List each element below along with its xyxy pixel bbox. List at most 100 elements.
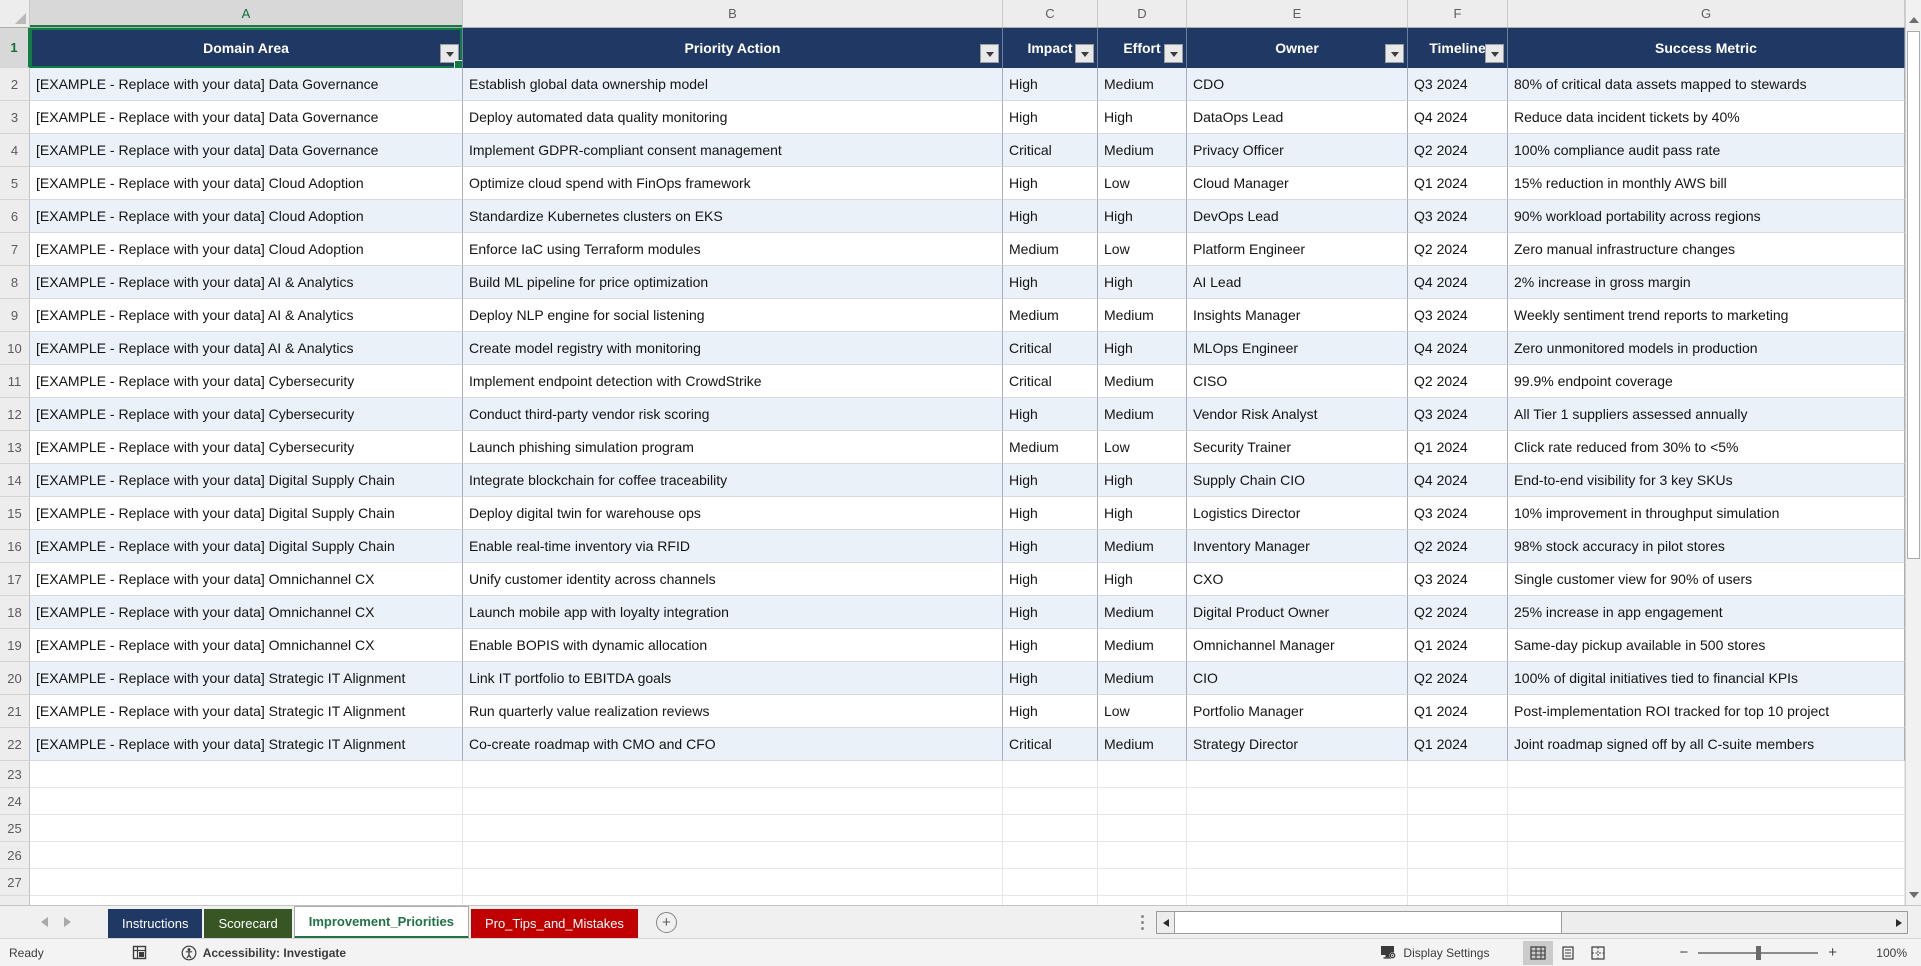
empty-cell[interactable] xyxy=(463,869,1003,896)
cell[interactable]: [EXAMPLE - Replace with your data] Cyber… xyxy=(30,431,463,464)
cell[interactable]: Deploy NLP engine for social listening xyxy=(463,299,1003,332)
cell[interactable]: Privacy Officer xyxy=(1187,134,1408,167)
empty-cell[interactable] xyxy=(1098,788,1187,815)
horizontal-scrollbar[interactable] xyxy=(1156,911,1908,934)
cell[interactable]: High xyxy=(1003,629,1098,662)
tab-scrollbar-splitter[interactable] xyxy=(1141,915,1144,930)
cell[interactable]: [EXAMPLE - Replace with your data] AI & … xyxy=(30,299,463,332)
column-header-cell-priority-action[interactable]: Priority Action xyxy=(463,28,1003,68)
empty-cell[interactable] xyxy=(463,896,1003,905)
cell[interactable]: Enforce IaC using Terraform modules xyxy=(463,233,1003,266)
empty-cell[interactable] xyxy=(30,842,463,869)
cell[interactable]: [EXAMPLE - Replace with your data] Cyber… xyxy=(30,398,463,431)
cell[interactable]: End-to-end visibility for 3 key SKUs xyxy=(1508,464,1905,497)
cell[interactable]: Click rate reduced from 30% to <5% xyxy=(1508,431,1905,464)
cell[interactable]: High xyxy=(1003,563,1098,596)
cell[interactable]: [EXAMPLE - Replace with your data] Digit… xyxy=(30,497,463,530)
scroll-left-button[interactable] xyxy=(1157,912,1174,933)
empty-cell[interactable] xyxy=(1508,788,1905,815)
cell[interactable]: [EXAMPLE - Replace with your data] Omnic… xyxy=(30,629,463,662)
cell[interactable]: High xyxy=(1003,662,1098,695)
cell[interactable]: [EXAMPLE - Replace with your data] AI & … xyxy=(30,332,463,365)
cell[interactable]: Create model registry with monitoring xyxy=(463,332,1003,365)
row-header-13[interactable]: 13 xyxy=(0,431,30,464)
zoom-out-button[interactable]: − xyxy=(1679,944,1689,961)
cell[interactable]: Medium xyxy=(1098,68,1187,101)
scroll-down-button[interactable] xyxy=(1908,888,1920,902)
empty-cell[interactable] xyxy=(1508,842,1905,869)
vertical-scrollbar[interactable] xyxy=(1905,0,1921,905)
cell[interactable]: [EXAMPLE - Replace with your data] Digit… xyxy=(30,530,463,563)
row-header-28[interactable]: 28 xyxy=(0,896,30,905)
next-sheet-button[interactable] xyxy=(64,917,76,927)
cell[interactable]: Q2 2024 xyxy=(1408,134,1508,167)
row-header-9[interactable]: 9 xyxy=(0,299,30,332)
cell[interactable]: Q3 2024 xyxy=(1408,497,1508,530)
cell[interactable]: Deploy digital twin for warehouse ops xyxy=(463,497,1003,530)
cell[interactable]: High xyxy=(1003,464,1098,497)
cell[interactable]: Single customer view for 90% of users xyxy=(1508,563,1905,596)
cell[interactable]: Critical xyxy=(1003,134,1098,167)
cell[interactable]: Medium xyxy=(1098,728,1187,761)
cell[interactable]: Zero unmonitored models in production xyxy=(1508,332,1905,365)
cell[interactable]: Portfolio Manager xyxy=(1187,695,1408,728)
cell[interactable]: Vendor Risk Analyst xyxy=(1187,398,1408,431)
cell[interactable]: Same-day pickup available in 500 stores xyxy=(1508,629,1905,662)
horizontal-scrollbar-track[interactable] xyxy=(1562,912,1890,933)
column-header-C[interactable]: C xyxy=(1003,0,1098,27)
cell[interactable]: Q2 2024 xyxy=(1408,662,1508,695)
cell[interactable]: Medium xyxy=(1098,596,1187,629)
cell[interactable]: [EXAMPLE - Replace with your data] Cloud… xyxy=(30,233,463,266)
empty-cell[interactable] xyxy=(1187,815,1408,842)
cell[interactable]: AI Lead xyxy=(1187,266,1408,299)
cell[interactable]: Integrate blockchain for coffee traceabi… xyxy=(463,464,1003,497)
cell[interactable]: DataOps Lead xyxy=(1187,101,1408,134)
cell[interactable]: Q3 2024 xyxy=(1408,299,1508,332)
cell[interactable]: Low xyxy=(1098,167,1187,200)
cell[interactable]: Co-create roadmap with CMO and CFO xyxy=(463,728,1003,761)
cell[interactable]: Digital Product Owner xyxy=(1187,596,1408,629)
row-header-4[interactable]: 4 xyxy=(0,134,30,167)
empty-cell[interactable] xyxy=(1098,842,1187,869)
new-sheet-button[interactable]: + xyxy=(655,912,677,933)
filter-dropdown-button[interactable] xyxy=(1075,44,1094,63)
empty-cell[interactable] xyxy=(1187,869,1408,896)
cell[interactable]: Q4 2024 xyxy=(1408,101,1508,134)
cell[interactable]: Medium xyxy=(1098,398,1187,431)
cell[interactable]: Security Trainer xyxy=(1187,431,1408,464)
cell[interactable]: High xyxy=(1098,266,1187,299)
empty-cell[interactable] xyxy=(463,761,1003,788)
cell[interactable]: MLOps Engineer xyxy=(1187,332,1408,365)
cell[interactable]: Medium xyxy=(1098,629,1187,662)
cell[interactable]: Q3 2024 xyxy=(1408,563,1508,596)
empty-cell[interactable] xyxy=(1508,896,1905,905)
row-header-16[interactable]: 16 xyxy=(0,530,30,563)
cell[interactable]: [EXAMPLE - Replace with your data] Cyber… xyxy=(30,365,463,398)
cell[interactable]: [EXAMPLE - Replace with your data] Strat… xyxy=(30,662,463,695)
column-header-cell-success-metric[interactable]: Success Metric xyxy=(1508,28,1905,68)
cell[interactable]: Post-implementation ROI tracked for top … xyxy=(1508,695,1905,728)
cell[interactable]: Zero manual infrastructure changes xyxy=(1508,233,1905,266)
empty-cell[interactable] xyxy=(1508,869,1905,896)
filter-dropdown-button[interactable] xyxy=(440,44,459,63)
vertical-scrollbar-thumb[interactable] xyxy=(1907,31,1920,559)
cell[interactable]: 10% improvement in throughput simulation xyxy=(1508,497,1905,530)
cell[interactable]: High xyxy=(1098,332,1187,365)
cell[interactable]: High xyxy=(1003,695,1098,728)
row-header-17[interactable]: 17 xyxy=(0,563,30,596)
cell[interactable]: 80% of critical data assets mapped to st… xyxy=(1508,68,1905,101)
cell[interactable]: High xyxy=(1098,200,1187,233)
cell[interactable]: Deploy automated data quality monitoring xyxy=(463,101,1003,134)
row-header-20[interactable]: 20 xyxy=(0,662,30,695)
row-header-23[interactable]: 23 xyxy=(0,761,30,788)
cell[interactable]: Q3 2024 xyxy=(1408,68,1508,101)
cell[interactable]: [EXAMPLE - Replace with your data] Omnic… xyxy=(30,563,463,596)
row-header-6[interactable]: 6 xyxy=(0,200,30,233)
cell[interactable]: Q3 2024 xyxy=(1408,200,1508,233)
cell[interactable]: 100% compliance audit pass rate xyxy=(1508,134,1905,167)
empty-cell[interactable] xyxy=(30,761,463,788)
empty-cell[interactable] xyxy=(1408,761,1508,788)
cell[interactable]: [EXAMPLE - Replace with your data] Strat… xyxy=(30,728,463,761)
empty-cell[interactable] xyxy=(1187,896,1408,905)
row-header-21[interactable]: 21 xyxy=(0,695,30,728)
